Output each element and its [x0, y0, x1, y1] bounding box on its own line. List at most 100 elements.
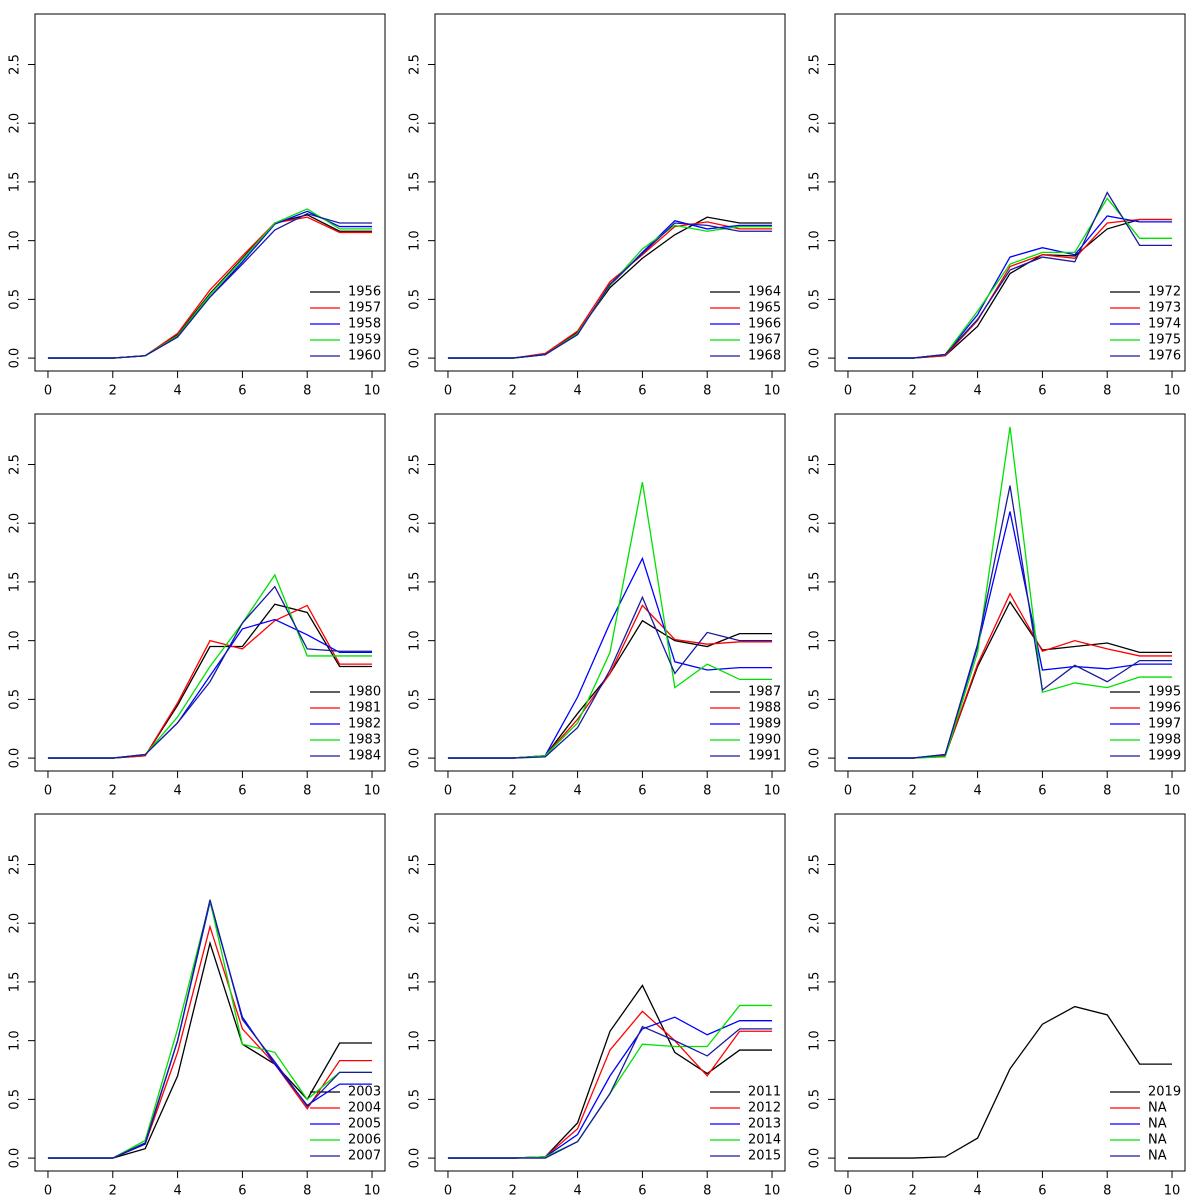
legend-label: 2006 — [348, 1133, 381, 1148]
y-tick-label: 0.5 — [8, 689, 23, 710]
y-tick-label: 0.5 — [408, 289, 423, 310]
series-line — [447, 219, 773, 359]
x-tick-label: 4 — [973, 1184, 981, 1199]
series-line — [847, 215, 1173, 359]
plot-frame — [834, 413, 1186, 772]
series-line — [847, 218, 1173, 359]
x-tick-label: 4 — [573, 1184, 581, 1199]
legend-label: 1999 — [1148, 749, 1181, 764]
legend-label: 1995 — [1148, 685, 1181, 700]
y-tick-label: 2.0 — [808, 113, 823, 134]
legend-label: 1960 — [348, 349, 381, 364]
plot-frame — [34, 813, 386, 1172]
series-line — [447, 1016, 773, 1159]
series-line — [447, 619, 773, 759]
x-tick-label: 2 — [109, 784, 117, 799]
x-tick-label: 4 — [573, 784, 581, 799]
series-line — [47, 208, 373, 359]
x-tick-label: 6 — [1038, 784, 1046, 799]
legend-label: 1997 — [1148, 717, 1181, 732]
y-tick-label: 0.5 — [808, 289, 823, 310]
series-line — [47, 900, 373, 1159]
y-tick-label: 0.0 — [8, 1148, 23, 1169]
x-tick-label: 4 — [973, 784, 981, 799]
y-tick-label: 1.5 — [408, 972, 423, 993]
x-tick-label: 6 — [238, 1184, 246, 1199]
y-tick-label: 2.0 — [408, 513, 423, 534]
x-tick-label: 4 — [173, 1184, 181, 1199]
legend-label: 1991 — [748, 749, 781, 764]
legend-label: 1987 — [748, 685, 781, 700]
legend-label: 1989 — [748, 717, 781, 732]
legend-label: NA — [1148, 1117, 1167, 1132]
legend-label: 1956 — [348, 285, 381, 300]
series-line — [447, 556, 773, 759]
y-tick-label: 1.0 — [408, 230, 423, 251]
y-tick-label: 1.0 — [808, 230, 823, 251]
y-tick-label: 2.0 — [408, 113, 423, 134]
x-tick-label: 2 — [109, 384, 117, 399]
y-tick-label: 2.5 — [408, 854, 423, 875]
series-line — [47, 216, 373, 359]
legend-label: 1976 — [1148, 349, 1181, 364]
y-tick-label: 1.5 — [408, 172, 423, 193]
legend-label: 1964 — [748, 285, 781, 300]
y-tick-label: 0.0 — [408, 748, 423, 769]
y-tick-label: 2.0 — [8, 513, 23, 534]
legend-label: 1958 — [348, 317, 381, 332]
x-tick-label: 8 — [1103, 384, 1111, 399]
x-tick-label: 2 — [509, 1184, 517, 1199]
y-tick-label: 1.5 — [808, 172, 823, 193]
legend-label: 1990 — [748, 733, 781, 748]
legend-label: 1983 — [348, 733, 381, 748]
y-tick-label: 0.5 — [8, 289, 23, 310]
y-tick-label: 2.0 — [408, 913, 423, 934]
y-tick-label: 2.5 — [808, 454, 823, 475]
y-tick-label: 0.5 — [408, 1089, 423, 1110]
x-tick-label: 0 — [844, 784, 852, 799]
x-tick-label: 10 — [1164, 784, 1181, 799]
x-tick-label: 0 — [844, 384, 852, 399]
x-tick-label: 0 — [44, 384, 52, 399]
x-tick-label: 2 — [909, 784, 917, 799]
x-tick-label: 6 — [238, 384, 246, 399]
series-line — [447, 595, 773, 759]
y-tick-label: 1.0 — [8, 1030, 23, 1051]
y-tick-label: 0.5 — [808, 689, 823, 710]
plot-frame — [834, 13, 1186, 372]
y-tick-label: 1.5 — [408, 572, 423, 593]
x-tick-label: 6 — [638, 384, 646, 399]
y-tick-label: 2.5 — [8, 854, 23, 875]
series-line — [47, 940, 373, 1159]
y-tick-label: 0.0 — [8, 348, 23, 369]
x-tick-label: 6 — [238, 784, 246, 799]
x-tick-label: 8 — [303, 784, 311, 799]
x-tick-label: 4 — [973, 384, 981, 399]
legend-label: 1966 — [748, 317, 781, 332]
legend-label: 2011 — [748, 1085, 781, 1100]
legend-label: NA — [1148, 1101, 1167, 1116]
legend-label: 2013 — [748, 1117, 781, 1132]
y-tick-label: 2.0 — [808, 513, 823, 534]
x-tick-label: 0 — [44, 784, 52, 799]
legend-label: 1982 — [348, 717, 381, 732]
y-tick-label: 1.5 — [808, 972, 823, 993]
y-tick-label: 2.0 — [808, 913, 823, 934]
series-line — [847, 485, 1173, 759]
y-tick-label: 2.5 — [8, 454, 23, 475]
series-line — [47, 210, 373, 359]
x-tick-label: 10 — [364, 784, 381, 799]
x-tick-label: 10 — [364, 384, 381, 399]
series-line — [447, 481, 773, 759]
y-tick-label: 1.5 — [8, 572, 23, 593]
x-tick-label: 0 — [44, 1184, 52, 1199]
y-tick-label: 2.5 — [408, 54, 423, 75]
x-tick-label: 2 — [509, 784, 517, 799]
x-tick-label: 6 — [638, 1184, 646, 1199]
y-tick-label: 1.0 — [8, 630, 23, 651]
series-line — [447, 222, 773, 359]
plot-frame — [834, 813, 1186, 1172]
y-tick-label: 1.5 — [8, 172, 23, 193]
x-tick-label: 6 — [1038, 1184, 1046, 1199]
